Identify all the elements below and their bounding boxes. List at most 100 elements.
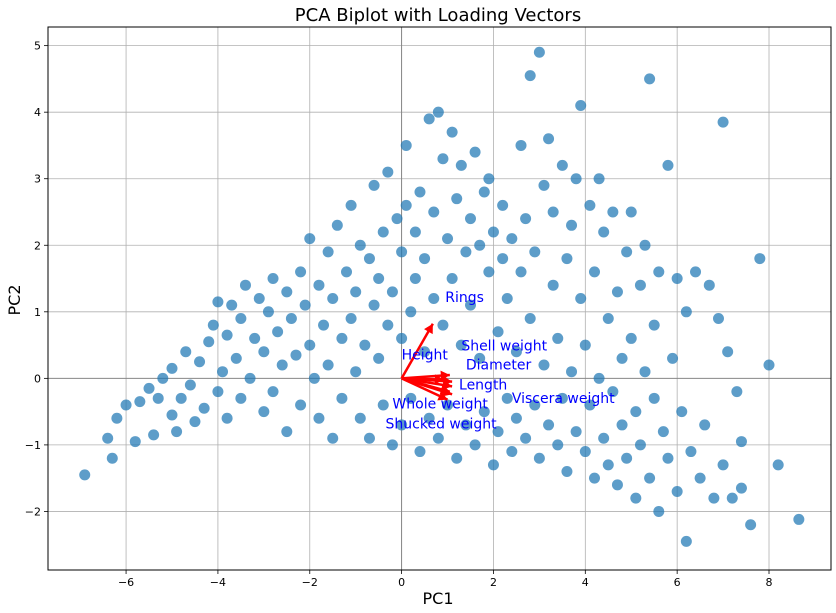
- y-tick-label: 2: [34, 239, 41, 252]
- x-tick-label: −6: [118, 576, 134, 589]
- x-axis-ticks: −6 −4 −2 0 2 4 6 8: [118, 570, 773, 589]
- data-point: [262, 306, 274, 318]
- data-point: [405, 392, 417, 404]
- data-point: [304, 233, 316, 245]
- data-point: [492, 426, 504, 438]
- data-point: [566, 366, 578, 378]
- data-point: [396, 332, 408, 344]
- data-point: [602, 459, 614, 471]
- data-point: [625, 332, 637, 344]
- data-point: [662, 159, 674, 171]
- data-point: [207, 319, 219, 331]
- data-point: [313, 279, 325, 291]
- y-axis-ticks: −2 −1 0 1 2 3 4 5: [25, 40, 48, 518]
- data-point: [464, 213, 476, 225]
- data-point: [648, 319, 660, 331]
- data-point: [497, 199, 509, 211]
- data-point: [405, 306, 417, 318]
- data-point: [648, 392, 660, 404]
- data-point: [432, 432, 444, 444]
- data-point: [455, 339, 467, 351]
- data-point: [267, 386, 279, 398]
- data-point: [391, 213, 403, 225]
- data-point: [543, 419, 555, 431]
- data-point: [506, 446, 518, 458]
- data-point: [671, 273, 683, 285]
- data-point: [529, 246, 541, 258]
- data-point: [556, 159, 568, 171]
- data-point: [634, 279, 646, 291]
- data-point: [382, 319, 394, 331]
- data-point: [235, 392, 247, 404]
- data-point: [793, 513, 805, 525]
- data-point: [267, 273, 279, 285]
- data-point: [299, 299, 311, 311]
- data-point: [198, 402, 210, 414]
- data-point: [423, 412, 435, 424]
- data-point: [318, 319, 330, 331]
- data-point: [419, 346, 431, 358]
- data-point: [680, 535, 692, 547]
- data-point: [368, 299, 380, 311]
- x-tick-label: −2: [302, 576, 318, 589]
- data-point: [464, 299, 476, 311]
- data-point: [363, 253, 375, 265]
- data-point: [735, 436, 747, 448]
- data-point: [644, 472, 656, 484]
- data-point: [722, 346, 734, 358]
- loading-arrowhead: [437, 391, 448, 401]
- loading-vector: [400, 323, 434, 379]
- data-point: [621, 452, 633, 464]
- data-point: [442, 233, 454, 245]
- data-point: [382, 166, 394, 178]
- data-point: [157, 372, 169, 384]
- data-point: [487, 226, 499, 238]
- data-point: [359, 339, 371, 351]
- data-point: [676, 406, 688, 418]
- data-point: [217, 366, 229, 378]
- data-point: [607, 386, 619, 398]
- data-point: [685, 446, 697, 458]
- data-point: [322, 359, 334, 371]
- loading-label: Rings: [445, 290, 484, 306]
- data-point: [373, 352, 385, 364]
- data-point: [281, 426, 293, 438]
- loading-arrowhead: [440, 370, 450, 381]
- data-point: [520, 432, 532, 444]
- data-point: [455, 159, 467, 171]
- data-point: [313, 412, 325, 424]
- y-tick-label: −2: [25, 505, 41, 518]
- data-point: [373, 273, 385, 285]
- data-point: [552, 332, 564, 344]
- data-point: [501, 293, 513, 304]
- data-point: [717, 459, 729, 471]
- data-point: [510, 412, 522, 424]
- data-point: [212, 386, 224, 398]
- data-point: [386, 439, 398, 451]
- loading-label: Shucked weight: [386, 416, 498, 432]
- data-point: [547, 279, 559, 291]
- data-point: [230, 352, 242, 364]
- loading-label: Height: [402, 348, 449, 364]
- data-point: [575, 293, 587, 304]
- data-point: [524, 312, 536, 324]
- y-tick-label: 4: [34, 106, 41, 119]
- loading-label: Diameter: [466, 358, 532, 374]
- data-point: [662, 452, 674, 464]
- data-point: [515, 266, 527, 278]
- data-point: [171, 426, 183, 438]
- data-point: [354, 239, 366, 251]
- data-point: [487, 459, 499, 471]
- data-point: [235, 312, 247, 324]
- data-point: [543, 133, 555, 145]
- data-point: [120, 399, 132, 411]
- data-point: [166, 362, 178, 374]
- data-point: [276, 359, 288, 371]
- data-point: [189, 416, 201, 428]
- data-point: [363, 432, 375, 444]
- data-point: [538, 359, 550, 371]
- data-point: [703, 279, 715, 291]
- data-point: [524, 70, 536, 82]
- data-point: [331, 219, 343, 231]
- data-point: [570, 173, 582, 185]
